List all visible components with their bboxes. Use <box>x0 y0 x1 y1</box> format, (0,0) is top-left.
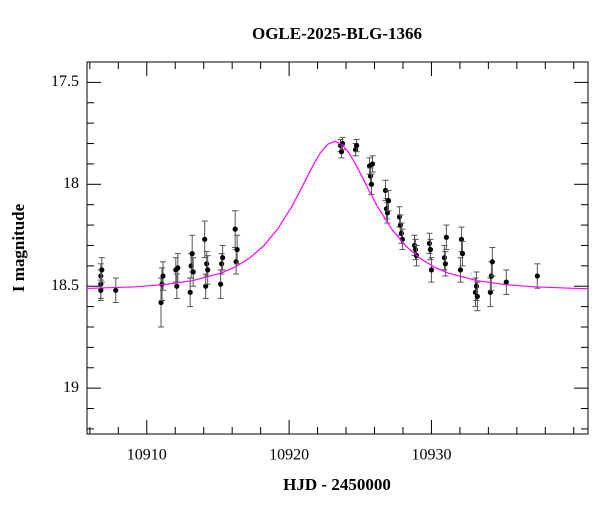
data-point <box>384 210 391 216</box>
data-point <box>204 261 210 267</box>
data-point <box>339 140 346 147</box>
y-tick-label: 18.5 <box>51 277 79 294</box>
data-point <box>174 283 180 289</box>
x-axis-label: HJD - 2450000 <box>283 475 391 494</box>
data-point <box>442 261 448 267</box>
data-point <box>189 251 195 257</box>
data-point <box>503 279 509 285</box>
data-point <box>338 149 345 155</box>
data-point <box>99 267 105 273</box>
data-point <box>426 240 433 247</box>
plot-frame <box>86 61 589 435</box>
y-axis-label: I magnitude <box>9 203 28 292</box>
data-point <box>368 181 375 187</box>
y-tick-label: 18 <box>63 175 79 192</box>
data-point <box>398 230 405 236</box>
data-point <box>441 255 447 261</box>
data-point <box>534 273 540 279</box>
data-point <box>385 198 392 204</box>
data-point <box>220 255 226 261</box>
data-point <box>487 289 493 295</box>
data-point <box>412 246 419 253</box>
data-point <box>160 273 166 279</box>
model-curve <box>86 140 589 290</box>
x-tick-label: 10930 <box>411 447 451 464</box>
data-point <box>489 259 495 265</box>
y-tick-label: 17.5 <box>51 73 79 90</box>
data-point <box>187 289 193 295</box>
data-point <box>369 161 376 167</box>
data-point <box>474 293 481 300</box>
data-point <box>219 261 225 267</box>
data-point <box>443 234 449 240</box>
data-point <box>428 267 435 273</box>
x-tick-label: 10910 <box>127 447 167 464</box>
data-point <box>427 246 434 253</box>
data-point <box>353 142 360 149</box>
data-point <box>234 246 240 253</box>
data-point <box>458 236 465 242</box>
data-point <box>218 281 224 287</box>
data-point <box>190 269 196 275</box>
data-point <box>205 267 211 273</box>
data-point <box>457 267 464 273</box>
data-point <box>175 265 181 271</box>
data-point <box>158 299 164 306</box>
chart-title: OGLE-2025-BLG-1366 <box>252 24 422 43</box>
data-point <box>113 287 119 293</box>
y-tick-label: 19 <box>63 379 79 396</box>
data-point <box>98 287 104 293</box>
data-point <box>459 251 466 257</box>
data-point <box>473 283 480 289</box>
data-point <box>232 226 238 232</box>
x-tick-label: 10920 <box>269 447 309 464</box>
data-point <box>203 283 209 289</box>
data-point <box>202 236 208 242</box>
